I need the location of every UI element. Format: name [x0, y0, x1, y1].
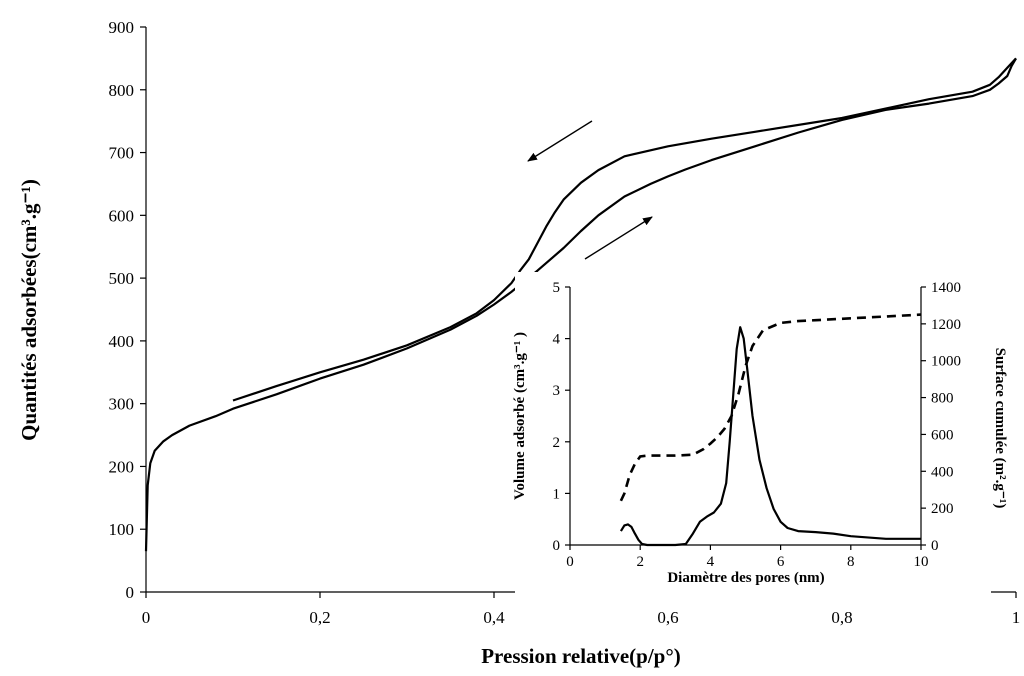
- inset-y-tick-label: 0: [553, 538, 561, 554]
- y-tick-label: 300: [109, 395, 135, 414]
- inset-background: [515, 272, 991, 610]
- inset-x-tick-label: 6: [777, 554, 785, 570]
- inset-y2-tick-label: 800: [931, 391, 954, 407]
- x-tick-label: 0: [142, 608, 151, 627]
- inset-y-tick-label: 3: [553, 383, 561, 399]
- y-tick-label: 700: [109, 144, 135, 163]
- inset-y2-axis-title: Surface cumulée (m².g⁻¹): [992, 348, 1008, 509]
- x-tick-label: 0,2: [309, 608, 330, 627]
- inset-y-axis-title: Volume adsorbé (cm³.g⁻¹ ): [512, 332, 528, 500]
- x-tick-label: 0,6: [657, 608, 678, 627]
- inset-y-tick-label: 5: [553, 280, 561, 296]
- y-tick-label: 800: [109, 81, 135, 100]
- inset-y2-tick-label: 200: [931, 501, 954, 517]
- inset-x-tick-label: 8: [847, 554, 855, 570]
- inset-y2-tick-label: 400: [931, 464, 954, 480]
- inset-x-tick-label: 4: [707, 554, 715, 570]
- adsorption-branch-line: [144, 57, 1017, 552]
- y-tick-label: 0: [126, 583, 135, 602]
- pore-volume-line: [619, 326, 921, 547]
- y-tick-label: 600: [109, 206, 135, 225]
- desorption-arrow: [527, 120, 593, 162]
- inset-y2-tick-label: 1400: [931, 280, 961, 296]
- x-tick-label: 0,4: [483, 608, 505, 627]
- x-tick-label: 0,8: [831, 608, 852, 627]
- inset-y-tick-label: 1: [553, 486, 561, 502]
- inset-plot: 0 1 2 3 4 5 0 200 400 600 800 1000 1200 1400 0 2 4 6 8 10 Di…: [512, 272, 1008, 610]
- y-tick-label: 400: [109, 332, 135, 351]
- inset-x-axis-title: Diamètre des pores (nm): [667, 570, 824, 586]
- inset-y2-tick-label: 600: [931, 427, 954, 443]
- y-tick-label: 500: [109, 269, 135, 288]
- inset-y-tick-label: 2: [553, 435, 561, 451]
- desorption-branch-line: [232, 57, 1017, 402]
- cumulative-surface-line: [619, 313, 922, 502]
- y-axis-title: Quantités adsorbées(cm³.g⁻¹): [17, 179, 41, 441]
- y-tick-label: 900: [109, 18, 135, 37]
- y-tick-label: 100: [109, 520, 135, 539]
- y-tick-label: 200: [109, 457, 135, 476]
- inset-y-tick-label: 4: [553, 332, 561, 348]
- inset-y2-tick-label: 1200: [931, 317, 961, 333]
- adsorption-arrow: [584, 216, 653, 260]
- inset-y2-tick-label: 0: [931, 538, 939, 554]
- inset-x-tick-label: 0: [566, 554, 574, 570]
- inset-x-tick-label: 10: [914, 554, 929, 570]
- inset-y2-tick-label: 1000: [931, 354, 961, 370]
- inset-x-tick-label: 2: [636, 554, 644, 570]
- x-tick-label: 1: [1012, 608, 1021, 627]
- x-axis-title: Pression relative(p/p°): [481, 644, 681, 668]
